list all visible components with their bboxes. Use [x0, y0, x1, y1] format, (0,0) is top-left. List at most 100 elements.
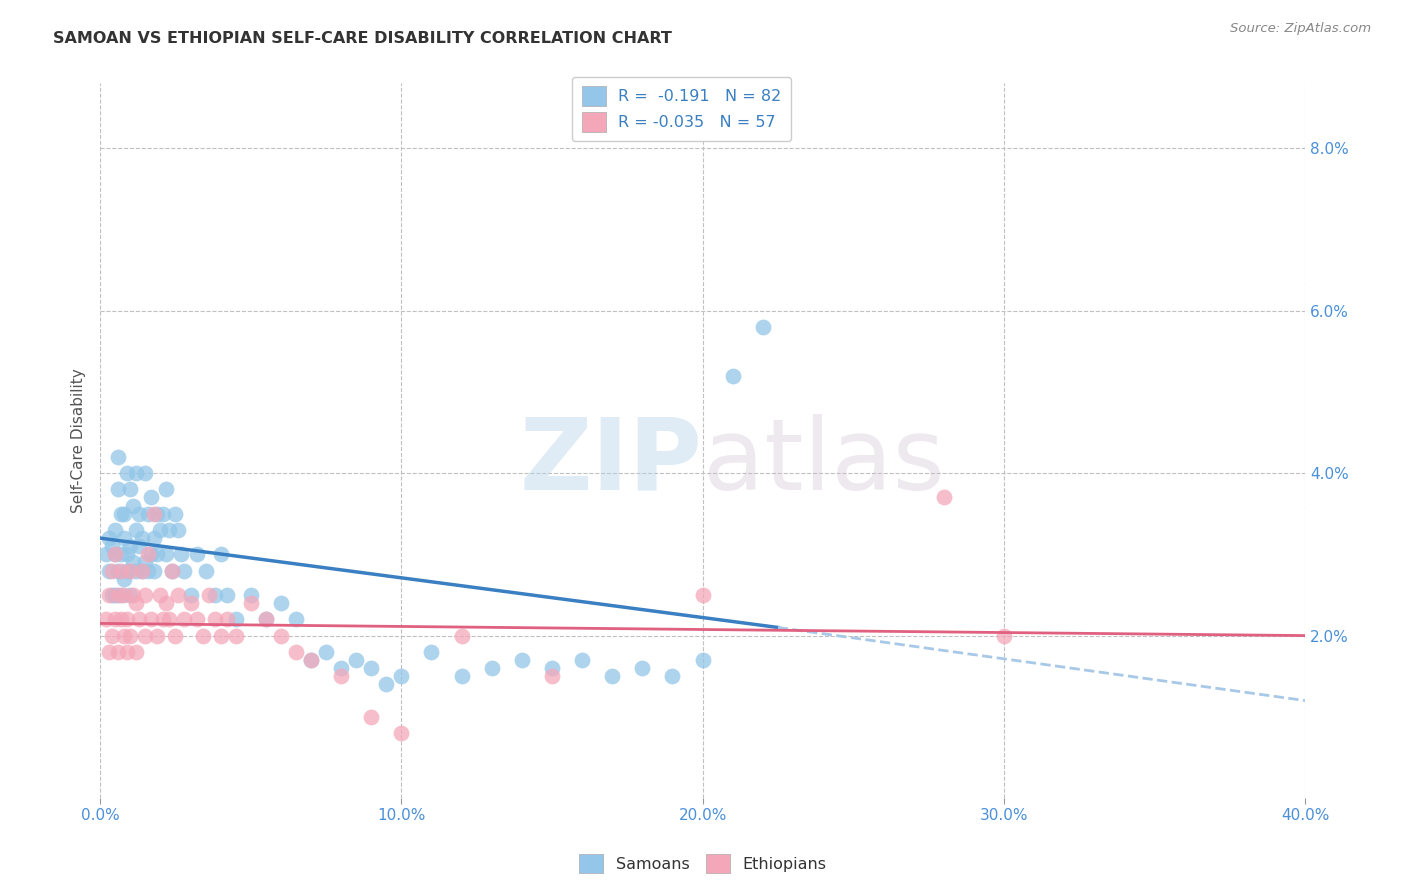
- Point: [115, 645, 138, 659]
- Point: [157, 612, 180, 626]
- Point: [143, 507, 166, 521]
- Point: [104, 547, 127, 561]
- Point: [136, 547, 159, 561]
- Point: [162, 564, 184, 578]
- Point: [225, 629, 247, 643]
- Point: [631, 661, 654, 675]
- Point: [112, 572, 135, 586]
- Y-axis label: Self-Care Disability: Self-Care Disability: [72, 368, 86, 513]
- Point: [141, 612, 163, 626]
- Point: [122, 499, 145, 513]
- Point: [112, 588, 135, 602]
- Point: [101, 588, 124, 602]
- Point: [179, 588, 201, 602]
- Point: [330, 669, 353, 683]
- Point: [155, 483, 177, 497]
- Point: [173, 612, 195, 626]
- Point: [149, 523, 172, 537]
- Point: [215, 588, 238, 602]
- Point: [120, 629, 142, 643]
- Point: [270, 596, 292, 610]
- Point: [752, 319, 775, 334]
- Point: [112, 629, 135, 643]
- Point: [165, 507, 187, 521]
- Point: [98, 645, 121, 659]
- Point: [98, 564, 121, 578]
- Point: [209, 629, 232, 643]
- Point: [600, 669, 623, 683]
- Point: [360, 661, 382, 675]
- Point: [110, 564, 132, 578]
- Point: [270, 629, 292, 643]
- Point: [134, 629, 156, 643]
- Point: [330, 661, 353, 675]
- Point: [721, 368, 744, 383]
- Point: [122, 588, 145, 602]
- Point: [209, 547, 232, 561]
- Point: [128, 539, 150, 553]
- Point: [101, 539, 124, 553]
- Point: [510, 653, 533, 667]
- Point: [104, 588, 127, 602]
- Point: [131, 564, 153, 578]
- Point: [122, 556, 145, 570]
- Point: [155, 596, 177, 610]
- Point: [197, 588, 219, 602]
- Text: atlas: atlas: [703, 414, 945, 510]
- Point: [141, 491, 163, 505]
- Point: [96, 547, 118, 561]
- Point: [110, 612, 132, 626]
- Point: [389, 669, 412, 683]
- Point: [239, 588, 262, 602]
- Point: [571, 653, 593, 667]
- Point: [104, 547, 127, 561]
- Point: [152, 612, 174, 626]
- Point: [186, 612, 208, 626]
- Point: [107, 588, 129, 602]
- Point: [96, 612, 118, 626]
- Point: [167, 588, 190, 602]
- Point: [146, 507, 169, 521]
- Point: [120, 564, 142, 578]
- Point: [481, 661, 503, 675]
- Point: [299, 653, 322, 667]
- Text: Source: ZipAtlas.com: Source: ZipAtlas.com: [1230, 22, 1371, 36]
- Point: [125, 596, 148, 610]
- Point: [120, 539, 142, 553]
- Point: [98, 588, 121, 602]
- Point: [125, 466, 148, 480]
- Point: [107, 483, 129, 497]
- Point: [120, 483, 142, 497]
- Point: [104, 612, 127, 626]
- Point: [125, 564, 148, 578]
- Point: [661, 669, 683, 683]
- Point: [179, 596, 201, 610]
- Point: [141, 547, 163, 561]
- Point: [134, 588, 156, 602]
- Point: [112, 531, 135, 545]
- Point: [299, 653, 322, 667]
- Point: [191, 629, 214, 643]
- Point: [541, 669, 564, 683]
- Point: [389, 726, 412, 740]
- Legend: Samoans, Ethiopians: Samoans, Ethiopians: [574, 847, 832, 880]
- Point: [167, 523, 190, 537]
- Point: [110, 507, 132, 521]
- Point: [104, 523, 127, 537]
- Point: [136, 507, 159, 521]
- Point: [170, 547, 193, 561]
- Point: [110, 588, 132, 602]
- Point: [134, 466, 156, 480]
- Point: [194, 564, 217, 578]
- Text: SAMOAN VS ETHIOPIAN SELF-CARE DISABILITY CORRELATION CHART: SAMOAN VS ETHIOPIAN SELF-CARE DISABILITY…: [53, 31, 672, 46]
- Point: [450, 669, 472, 683]
- Point: [692, 588, 714, 602]
- Point: [420, 645, 443, 659]
- Point: [101, 564, 124, 578]
- Point: [375, 677, 398, 691]
- Point: [157, 523, 180, 537]
- Point: [115, 612, 138, 626]
- Point: [128, 612, 150, 626]
- Point: [152, 507, 174, 521]
- Point: [98, 531, 121, 545]
